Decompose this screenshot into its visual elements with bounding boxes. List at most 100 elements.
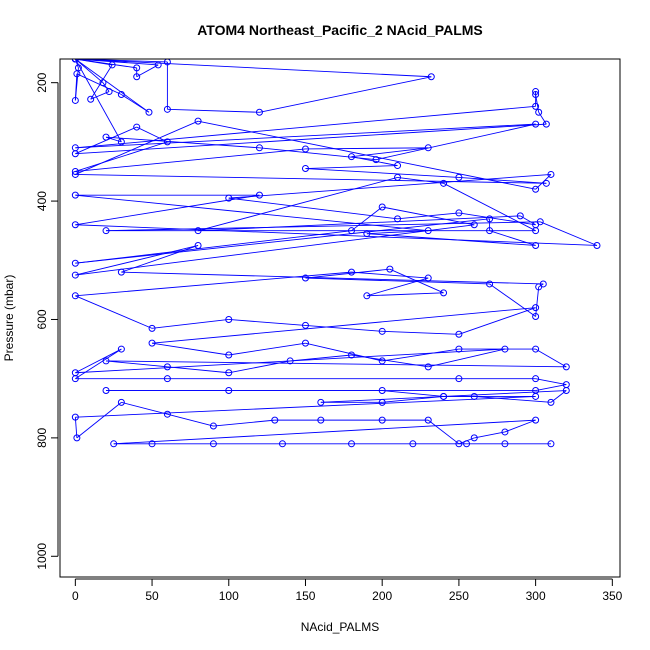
- series-line-segment: [75, 173, 547, 184]
- x-tick-label: 200: [372, 589, 392, 603]
- data-point: [378, 416, 386, 424]
- data-point: [378, 203, 386, 211]
- series-line-segment: [305, 277, 490, 285]
- data-point: [71, 271, 79, 279]
- x-tick-label: 350: [602, 589, 622, 603]
- data-point: [117, 398, 125, 406]
- data-point: [470, 221, 478, 229]
- data-point: [536, 218, 544, 226]
- series-line-segment: [504, 419, 536, 433]
- series-line-segment: [197, 120, 536, 190]
- data-point: [516, 212, 524, 220]
- x-tick-label: 100: [219, 589, 239, 603]
- series-line-segment: [74, 59, 122, 143]
- series-line-segment: [382, 395, 444, 403]
- series-line-segment: [259, 76, 432, 113]
- series-line-segment: [75, 123, 536, 149]
- data-point: [378, 387, 386, 395]
- series-line-segment: [167, 366, 229, 374]
- data-point: [409, 440, 417, 448]
- x-tick-label: 0: [72, 589, 79, 603]
- data-point: [486, 280, 494, 288]
- series-line-segment: [305, 168, 459, 178]
- data-point: [378, 327, 386, 335]
- series-line-segment: [397, 176, 444, 184]
- x-tick-label: 150: [295, 589, 315, 603]
- data-point: [99, 79, 107, 87]
- series-line-segment: [305, 324, 383, 332]
- data-point: [110, 440, 118, 448]
- series-line-segment: [382, 330, 459, 335]
- series-line-segment: [75, 123, 547, 155]
- data-point: [386, 265, 394, 273]
- series-line-segment: [458, 176, 547, 184]
- data-point: [547, 440, 555, 448]
- data-point: [348, 227, 356, 235]
- data-point: [455, 440, 463, 448]
- data-point: [440, 392, 448, 400]
- data-point: [455, 345, 463, 353]
- data-point: [163, 363, 171, 371]
- data-point: [71, 221, 79, 229]
- y-tick-label: 200: [35, 72, 49, 92]
- data-point: [455, 209, 463, 217]
- data-point: [71, 292, 79, 300]
- series-line-segment: [152, 307, 536, 344]
- series-line-segment: [458, 307, 536, 335]
- series-line-segment: [105, 360, 168, 368]
- series-line-segment: [474, 431, 506, 439]
- data-point: [532, 88, 540, 96]
- series-line-segment: [228, 342, 306, 356]
- data-point: [163, 410, 171, 418]
- series-line-segment: [75, 148, 306, 172]
- series-line-segment: [382, 348, 459, 362]
- series-line-segment: [75, 59, 137, 69]
- data-point: [455, 375, 463, 383]
- series-line-segment: [75, 218, 490, 264]
- data-point: [424, 227, 432, 235]
- data-point: [532, 185, 540, 193]
- series-line-segment: [305, 165, 398, 169]
- data-point: [424, 144, 432, 152]
- data-point: [486, 215, 494, 223]
- series-group: [71, 59, 601, 448]
- series-line-segment: [75, 59, 432, 78]
- x-tick-label: 300: [526, 589, 546, 603]
- data-point: [286, 357, 294, 365]
- series-line-segment: [75, 245, 199, 276]
- data-point: [163, 105, 171, 113]
- series-line-segment: [382, 390, 444, 397]
- x-tick-label: 50: [145, 589, 159, 603]
- data-point: [117, 91, 125, 99]
- chart-title: ATOM4 Northeast_Pacific_2 NAcid_PALMS: [197, 22, 483, 38]
- series-line-segment: [538, 112, 547, 125]
- series-line-segment: [75, 395, 536, 418]
- data-point: [535, 283, 543, 291]
- data-point: [105, 88, 113, 96]
- y-tick-label: 400: [35, 191, 49, 211]
- data-point: [102, 387, 110, 395]
- data-point: [562, 363, 570, 371]
- data-point: [71, 170, 79, 178]
- y-axis: 200 400 600 800 1000: [35, 72, 59, 570]
- data-point: [255, 108, 263, 116]
- series-line-segment: [74, 73, 78, 101]
- series-line-segment: [535, 286, 540, 317]
- series-line-segment: [489, 283, 536, 317]
- series-line-segment: [106, 360, 567, 368]
- series-line-segment: [75, 271, 352, 297]
- data-point: [87, 95, 95, 103]
- data-point: [317, 398, 325, 406]
- x-axis: 0 50 100 150 200 250 300 350: [72, 578, 623, 603]
- series-line-segment: [540, 221, 598, 246]
- data-point: [348, 351, 356, 359]
- data-point: [225, 194, 233, 202]
- data-point: [455, 330, 463, 338]
- data-point: [108, 61, 116, 69]
- series-line-segment: [535, 384, 567, 391]
- series-line-segment: [366, 233, 536, 246]
- data-point: [225, 387, 233, 395]
- series-line-segment: [443, 182, 536, 232]
- data-point: [470, 392, 478, 400]
